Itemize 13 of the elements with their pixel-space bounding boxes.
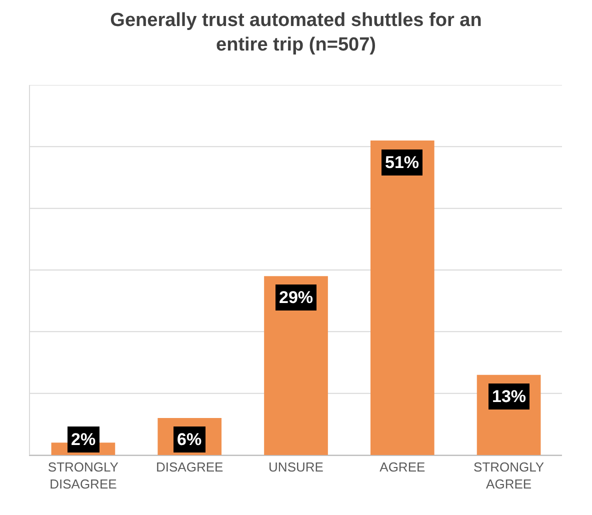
bar [370,140,434,455]
chart-title: Generally trust automated shuttles for an entire trip (n=507) [110,10,482,56]
x-tick-label: DISAGREE [156,460,224,475]
x-tick-label: STRONGLY DISAGREE [48,460,119,492]
x-tick-label: UNSURE [268,460,324,475]
data-label: 6% [177,430,202,449]
data-label: 2% [71,430,96,449]
data-label: 13% [492,387,526,406]
bar [264,276,328,455]
x-tick-label: AGREE [380,460,426,475]
x-tick-label: STRONGLY AGREE [474,460,544,492]
data-label: 51% [385,153,420,172]
data-label: 29% [279,288,314,307]
